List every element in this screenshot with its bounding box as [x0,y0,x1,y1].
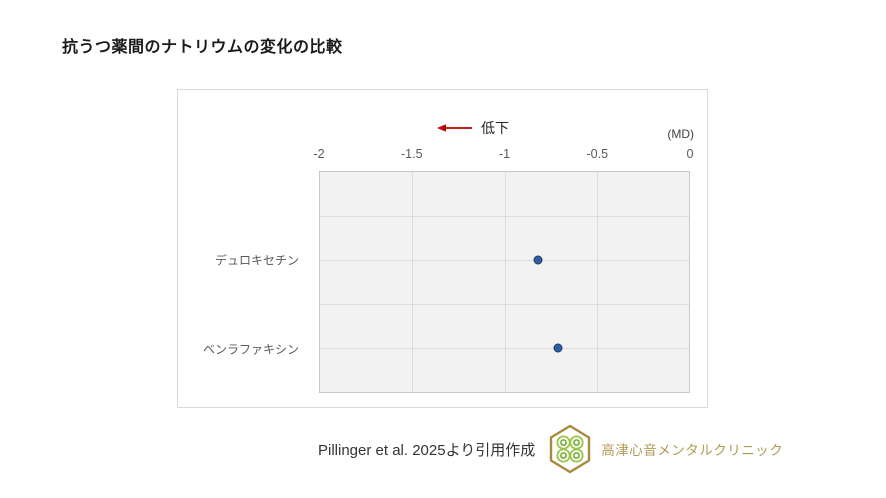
clinic-name: 高津心音メンタルクリニック [601,443,784,458]
vertical-gridline [596,172,598,392]
category-label: ベンラファキシン [202,342,299,357]
horizontal-gridline [320,348,689,349]
clinic-logo-icon [550,424,591,474]
clover-leaves [556,435,584,463]
plot-area [319,171,690,393]
unit-label: (MD) [667,127,694,141]
x-tick-label: -1.5 [400,147,423,161]
category-axis-labels: デュロキセチンベンラファキシン [178,171,309,393]
x-axis-ticks: -2 -1.5 -1 -0.5 0 [313,147,693,163]
page-title: 抗うつ薬間のナトリウムの変化の比較 [62,39,343,56]
vertical-gridline [504,172,506,392]
chart-card: 低下 (MD) -2 -1.5 -1 -0.5 0 デュロキセチンベンラファキシン [177,89,708,408]
data-point [533,255,543,265]
horizontal-gridline [320,304,689,305]
x-tick-label: -1 [498,147,511,161]
source-citation: Pillinger et al. 2025より引用作成 [318,441,536,459]
horizontal-gridline [320,216,689,217]
x-tick-label: -0.5 [586,147,609,161]
x-tick-label: 0 [686,147,694,161]
footer: Pillinger et al. 2025より引用作成 高津心音メンタルクリニッ… [318,424,783,474]
left-arrow-icon [437,124,472,132]
decrease-label: 低下 [481,120,509,136]
data-point [553,343,563,353]
decrease-annotation: 低下 [436,118,509,138]
horizontal-gridline [320,260,689,261]
vertical-gridline [412,172,414,392]
category-label: デュロキセチン [214,253,299,268]
x-tick-label: -2 [313,147,325,161]
